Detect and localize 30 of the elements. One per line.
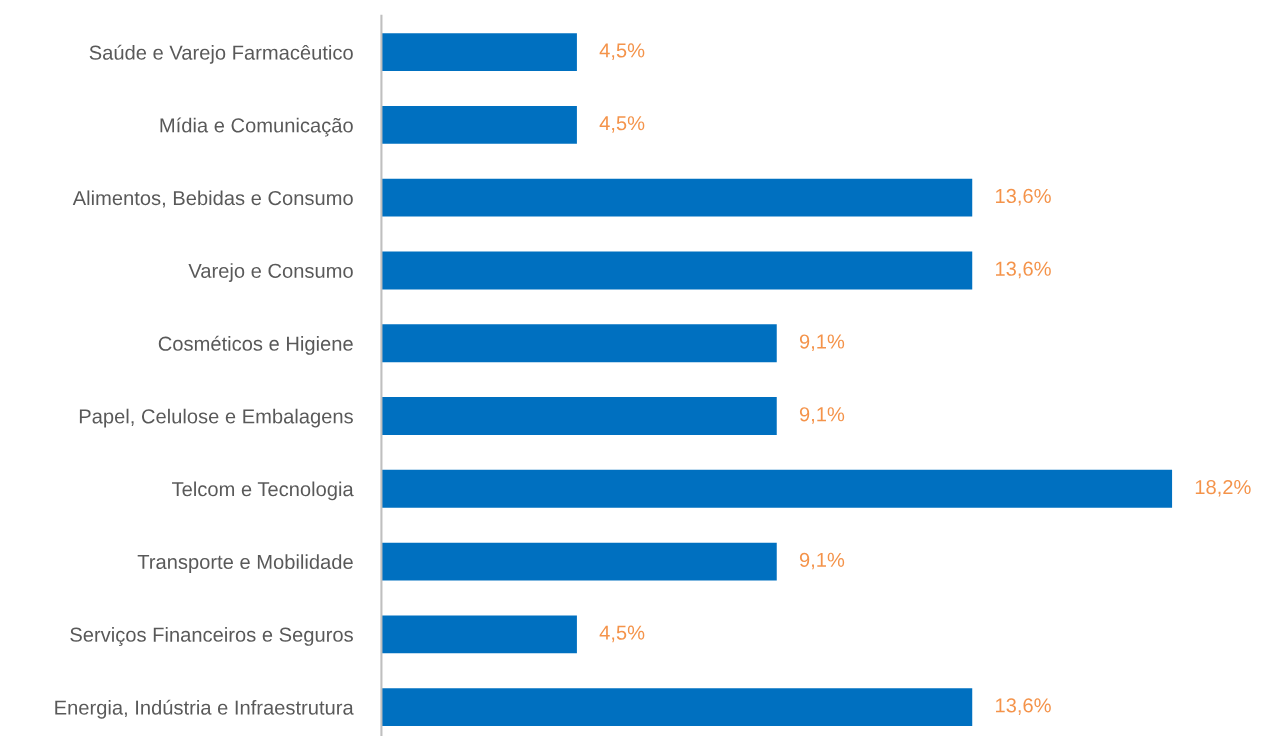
bar <box>381 688 973 727</box>
data-label: 4,5% <box>599 116 645 133</box>
y-tick-label: Transporte e Mobilidade <box>137 554 353 574</box>
bar <box>381 542 777 581</box>
bar <box>381 469 1173 508</box>
data-label: 4,5% <box>599 43 645 60</box>
y-tick-label: Mídia e Comunicação <box>160 117 353 137</box>
data-label: 9,1% <box>799 407 845 424</box>
data-label: 13,6% <box>996 188 1051 206</box>
bar <box>381 33 577 72</box>
bar <box>381 397 777 435</box>
bar <box>381 251 973 290</box>
y-tick-label: Telcom e Tecnologia <box>172 481 354 501</box>
data-label: 4,5% <box>599 625 645 643</box>
y-tick-label: Papel, Celulose e Embalagens <box>79 408 353 428</box>
data-label: 9,1% <box>799 334 845 352</box>
y-tick-label: Alimentos, Bebidas e Consumo <box>72 190 353 208</box>
y-tick-label: Energia, Indústria e Infraestrutura <box>55 699 354 719</box>
bar <box>381 615 577 654</box>
data-label: 9,1% <box>799 552 845 570</box>
bar <box>381 105 577 144</box>
y-tick-label: Cosméticos e Higiene <box>158 335 353 355</box>
y-tick-label: Varejo e Consumo <box>188 263 353 282</box>
bar <box>381 178 973 217</box>
y-tick-label: Serviços Financeiros e Seguros <box>70 627 353 646</box>
data-label: 13,6% <box>996 698 1051 715</box>
y-tick-label: Saúde e Varejo Farmacêutico <box>89 44 353 64</box>
data-label: 13,6% <box>996 261 1051 279</box>
data-label: 18,2% <box>1195 479 1251 497</box>
bar <box>381 324 777 363</box>
